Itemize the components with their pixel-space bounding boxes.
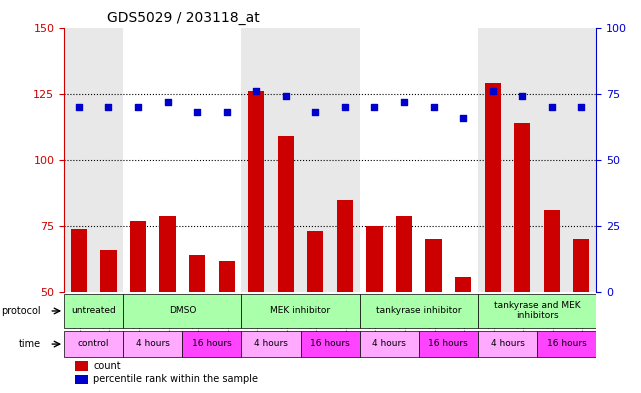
Bar bbox=[248, 91, 264, 393]
Point bbox=[251, 88, 262, 94]
Bar bbox=[360, 28, 478, 292]
Text: 4 hours: 4 hours bbox=[490, 339, 524, 348]
Bar bbox=[75, 375, 88, 384]
Bar bbox=[123, 294, 242, 328]
Bar bbox=[242, 331, 301, 357]
Point bbox=[74, 104, 84, 110]
Point bbox=[369, 104, 379, 110]
Text: 16 hours: 16 hours bbox=[192, 339, 232, 348]
Bar bbox=[160, 216, 176, 393]
Point bbox=[399, 99, 409, 105]
Bar bbox=[478, 294, 596, 328]
Bar bbox=[301, 331, 360, 357]
Text: control: control bbox=[78, 339, 110, 348]
Bar bbox=[537, 331, 596, 357]
Text: percentile rank within the sample: percentile rank within the sample bbox=[94, 374, 258, 384]
Point bbox=[310, 109, 320, 116]
Text: 4 hours: 4 hours bbox=[254, 339, 288, 348]
Bar bbox=[544, 210, 560, 393]
Bar bbox=[478, 28, 596, 292]
Bar bbox=[100, 250, 117, 393]
Bar bbox=[71, 229, 87, 393]
Bar bbox=[123, 331, 182, 357]
Bar bbox=[278, 136, 294, 393]
Bar bbox=[64, 294, 123, 328]
Bar bbox=[419, 331, 478, 357]
Bar bbox=[396, 216, 412, 393]
Bar bbox=[514, 123, 530, 393]
Point bbox=[192, 109, 203, 116]
Bar bbox=[337, 200, 353, 393]
Point bbox=[428, 104, 438, 110]
Bar bbox=[242, 28, 360, 292]
Text: 4 hours: 4 hours bbox=[136, 339, 170, 348]
Bar bbox=[573, 239, 590, 393]
Point bbox=[576, 104, 587, 110]
Text: GDS5029 / 203118_at: GDS5029 / 203118_at bbox=[106, 11, 260, 25]
Bar bbox=[182, 331, 242, 357]
Bar bbox=[64, 28, 123, 292]
Bar bbox=[130, 221, 146, 393]
Bar bbox=[75, 361, 88, 371]
Text: 16 hours: 16 hours bbox=[310, 339, 350, 348]
Text: DMSO: DMSO bbox=[169, 306, 196, 315]
Bar bbox=[478, 331, 537, 357]
Point bbox=[488, 88, 498, 94]
Text: tankyrase inhibitor: tankyrase inhibitor bbox=[376, 306, 462, 315]
Point bbox=[222, 109, 232, 116]
Text: tankyrase and MEK
inhibitors: tankyrase and MEK inhibitors bbox=[494, 301, 580, 320]
Bar bbox=[360, 294, 478, 328]
Bar bbox=[189, 255, 205, 393]
Point bbox=[458, 114, 468, 121]
Point bbox=[162, 99, 172, 105]
Bar bbox=[360, 331, 419, 357]
Text: count: count bbox=[94, 361, 121, 371]
Bar bbox=[455, 277, 471, 393]
Bar bbox=[426, 239, 442, 393]
Bar bbox=[307, 231, 324, 393]
Bar bbox=[366, 226, 383, 393]
Text: time: time bbox=[19, 339, 40, 349]
Bar bbox=[485, 83, 501, 393]
Point bbox=[340, 104, 350, 110]
Point bbox=[103, 104, 113, 110]
Bar bbox=[64, 331, 123, 357]
Text: 16 hours: 16 hours bbox=[428, 339, 468, 348]
Point bbox=[547, 104, 557, 110]
Text: protocol: protocol bbox=[1, 306, 40, 316]
Text: untreated: untreated bbox=[71, 306, 116, 315]
Text: 4 hours: 4 hours bbox=[372, 339, 406, 348]
Text: 16 hours: 16 hours bbox=[547, 339, 587, 348]
Bar bbox=[123, 28, 242, 292]
Bar bbox=[219, 261, 235, 393]
Bar bbox=[242, 294, 360, 328]
Point bbox=[281, 93, 291, 99]
Point bbox=[133, 104, 143, 110]
Point bbox=[517, 93, 528, 99]
Text: MEK inhibitor: MEK inhibitor bbox=[271, 306, 331, 315]
